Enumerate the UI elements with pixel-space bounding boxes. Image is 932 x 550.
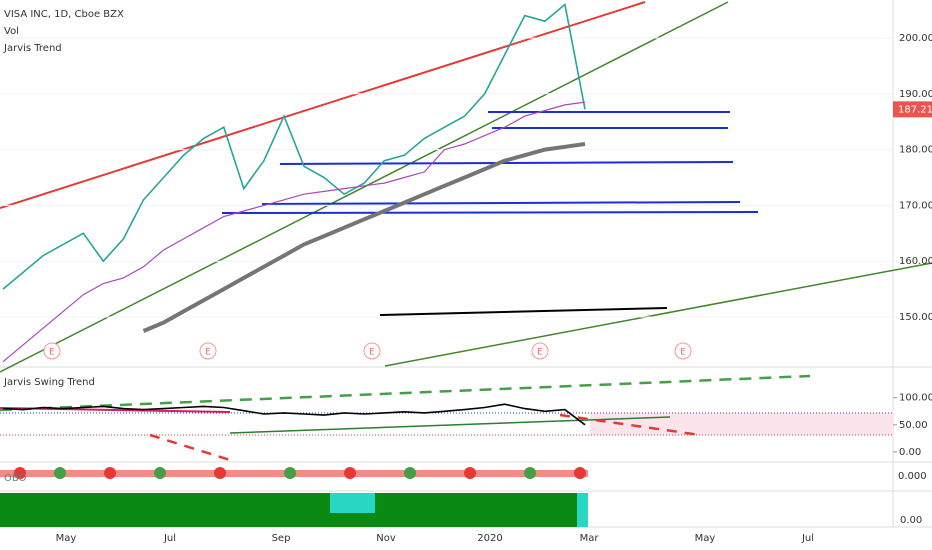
- y-tick-label: 160.00: [899, 256, 932, 267]
- x-tick-label: May: [695, 533, 716, 544]
- y-tick-label: 150.00: [899, 312, 932, 323]
- y-tick-label: 50.00: [899, 420, 928, 431]
- price-line: [2, 3, 586, 290]
- x-tick-label: 2020: [477, 533, 502, 544]
- price-tag: [893, 101, 932, 118]
- earnings-marker: [43, 342, 61, 360]
- price-tag-label: 187.21: [898, 104, 932, 115]
- x-tick-label: Nov: [376, 533, 396, 544]
- trend-lines: [0, 1, 932, 373]
- y-tick-label: 100.00: [899, 393, 932, 404]
- earnings-label: E: [680, 348, 686, 358]
- y-tick-label: 0.00: [899, 447, 921, 458]
- panel-title: Jarvis Swing Trend: [3, 377, 95, 388]
- y-tick-label: 0.00: [900, 515, 922, 526]
- indicator-label: Jarvis Trend: [3, 43, 62, 54]
- y-tick-label: 180.00: [899, 145, 932, 156]
- earnings-label: E: [537, 348, 543, 358]
- earnings-label: E: [369, 348, 375, 358]
- price-line: [2, 101, 586, 363]
- y-tick-label: 170.00: [899, 200, 932, 211]
- swing-decor: [0, 374, 893, 462]
- earnings-label: E: [205, 348, 211, 358]
- x-tick-label: Jul: [801, 533, 814, 544]
- x-tick-label: Sep: [272, 533, 291, 544]
- layout: [0, 0, 932, 528]
- volume-label: Vol: [4, 26, 19, 37]
- y-tick-label: 0.000: [898, 471, 927, 482]
- earnings-marker: [674, 342, 692, 360]
- x-tick-label: Jul: [163, 533, 176, 544]
- x-tick-label: May: [56, 533, 77, 544]
- earnings-marker: [199, 342, 217, 360]
- earnings-label: E: [49, 348, 55, 358]
- price-line: [2, 403, 586, 426]
- earnings-marker: [363, 342, 381, 360]
- x-tick-label: Mar: [580, 533, 600, 544]
- earnings-marker: [531, 342, 549, 360]
- symbol-title: VISA INC, 1D, Cboe BZX: [4, 9, 124, 20]
- y-tick-label: 200.00: [899, 33, 932, 44]
- y-tick-label: 190.00: [899, 89, 932, 100]
- panel-title: OBO: [4, 473, 27, 484]
- obo-decor: [0, 467, 588, 479]
- bottom-decor: [0, 493, 588, 527]
- price-line: [142, 142, 586, 333]
